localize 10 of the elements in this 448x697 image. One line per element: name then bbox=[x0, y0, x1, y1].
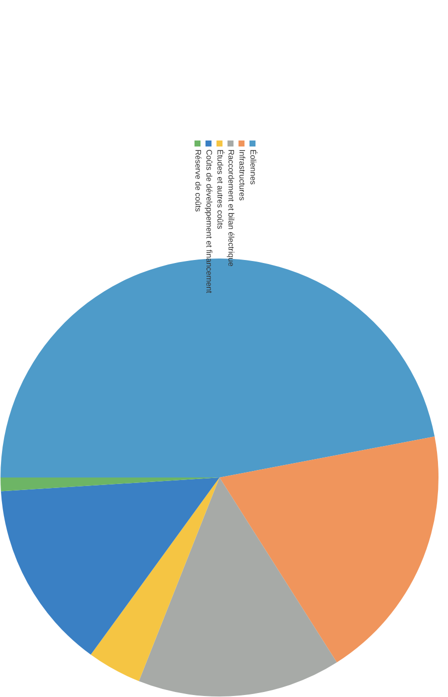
legend-label: Études et autres coûts bbox=[214, 149, 225, 229]
pie-slice bbox=[0, 477, 219, 654]
pie-slice bbox=[219, 436, 438, 662]
legend-label: Raccordement et bilan électrique bbox=[225, 149, 236, 266]
legend-label: Éoliennes bbox=[247, 149, 258, 184]
legend-label: Infrastructures bbox=[236, 149, 247, 200]
legend-label: Réserve de coûts bbox=[192, 149, 203, 212]
legend-label: Coûts de développement et financement bbox=[203, 149, 214, 293]
pie-slice bbox=[138, 477, 336, 696]
pie-slice bbox=[90, 477, 219, 681]
